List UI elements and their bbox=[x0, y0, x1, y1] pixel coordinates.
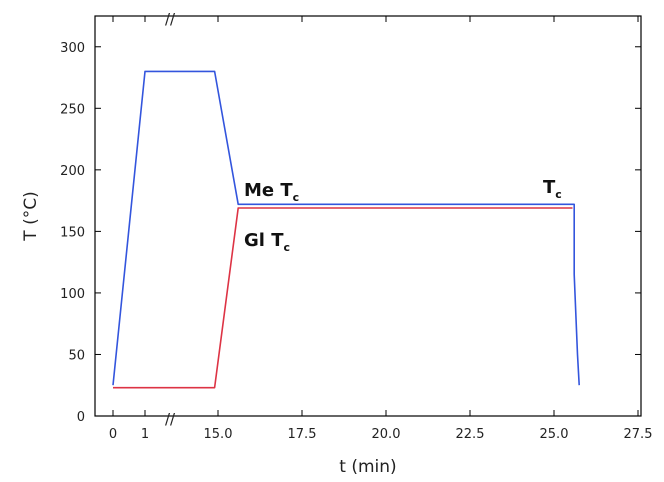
annotation-tc-sub: c bbox=[555, 188, 562, 201]
y-axis: 0 50 100 150 200 250 300 bbox=[60, 41, 641, 425]
x-tick-label: 1 bbox=[141, 427, 149, 442]
x-axis: 0 1 15.0 17.5 20.0 22.5 25.0 27.5 bbox=[109, 16, 653, 442]
axis-break-bottom-label: // bbox=[165, 410, 176, 428]
annotation-gl-tc-sub: c bbox=[284, 241, 291, 254]
annotation-gl-tc-main: Gl T bbox=[244, 230, 284, 251]
x-tick-label: 15.0 bbox=[204, 427, 233, 442]
x-tick-label: 25.0 bbox=[540, 427, 569, 442]
y-tick-label: 250 bbox=[60, 102, 85, 117]
x-tick-label: 22.5 bbox=[456, 427, 485, 442]
y-tick-label: 300 bbox=[60, 41, 85, 56]
x-tick-label: 0 bbox=[109, 427, 117, 442]
series-line-1 bbox=[112, 70, 580, 386]
series-line-2 bbox=[113, 207, 573, 389]
axis-break-bottom: // bbox=[165, 410, 176, 428]
x-axis-title: t (min) bbox=[339, 457, 396, 477]
annotation-tc-main: T bbox=[543, 177, 556, 198]
annotation-me-tc-sub: c bbox=[293, 191, 300, 204]
axis-break-top: // bbox=[165, 10, 176, 28]
axis-break-top-label: // bbox=[165, 10, 176, 28]
series-group bbox=[112, 70, 580, 389]
y-tick-label: 100 bbox=[60, 287, 85, 302]
x-tick-label: 27.5 bbox=[624, 427, 653, 442]
x-tick-label: 17.5 bbox=[288, 427, 317, 442]
y-tick-label: 150 bbox=[60, 225, 85, 240]
y-tick-label: 50 bbox=[68, 348, 85, 363]
annotation-me-tc-main: Me T bbox=[244, 180, 293, 201]
annotation-me-tc: Me Tc bbox=[244, 180, 299, 204]
y-axis-title: T (°C) bbox=[21, 191, 41, 241]
plot-frame bbox=[94, 15, 642, 417]
annotation-gl-tc: Gl Tc bbox=[244, 230, 290, 254]
y-tick-label: 0 bbox=[77, 410, 85, 425]
x-tick-label: 20.0 bbox=[372, 427, 401, 442]
annotation-tc: Tc bbox=[543, 177, 562, 201]
y-tick-label: 200 bbox=[60, 164, 85, 179]
